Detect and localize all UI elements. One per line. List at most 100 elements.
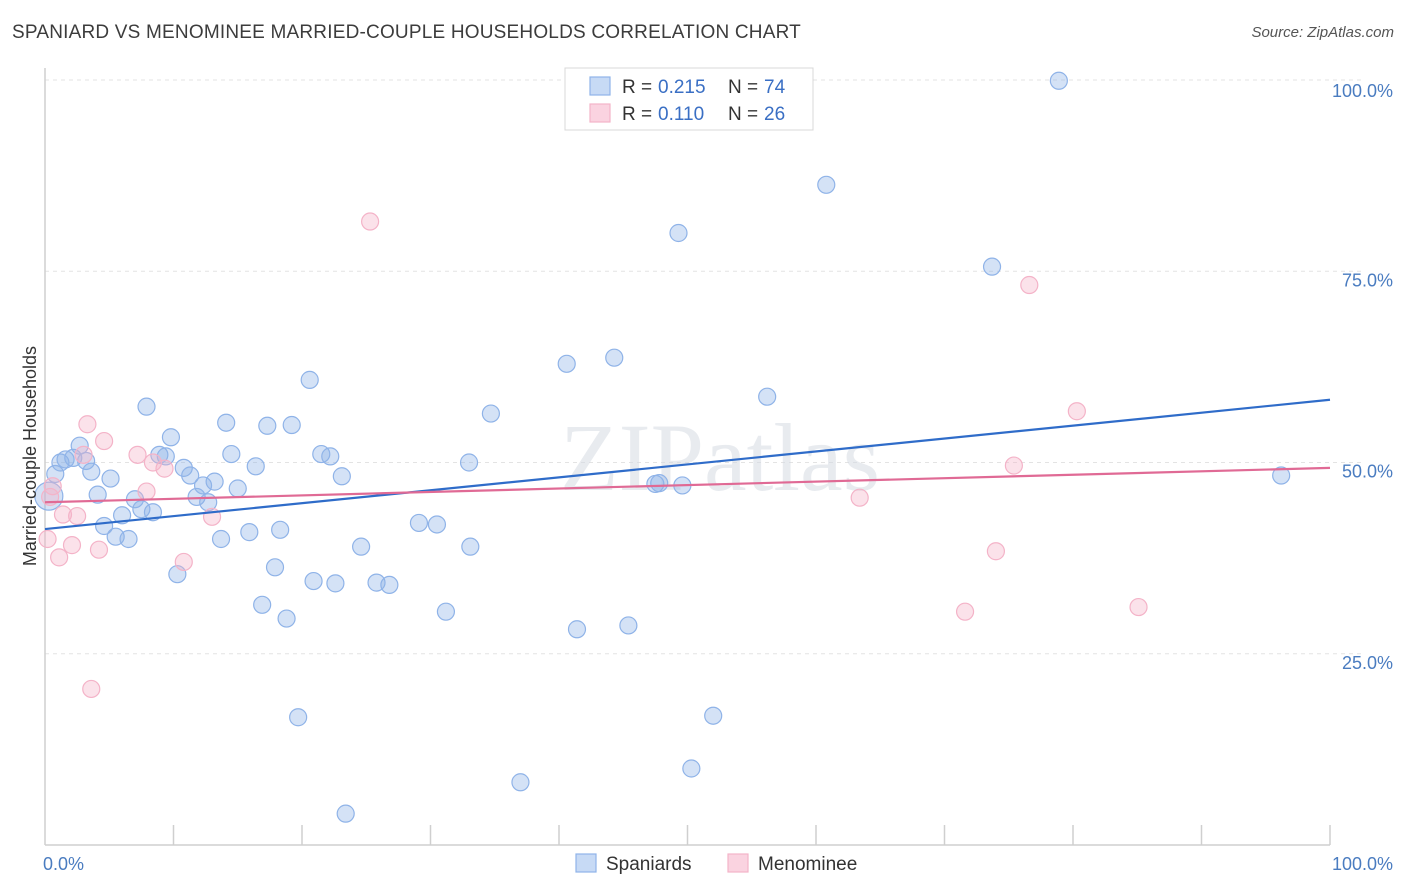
spaniards-point-38: [277, 609, 296, 628]
legend-n-label-menominee: N =: [728, 104, 758, 125]
watermark: ZIPatlas: [560, 404, 880, 511]
bottom-legend-swatch-spaniards: [575, 853, 597, 873]
menominee-point-11: [128, 445, 147, 464]
spaniards-point-53: [436, 602, 456, 621]
spaniards-point-61: [619, 616, 638, 635]
menominee-point-10: [95, 431, 114, 451]
spaniards-point-52: [427, 515, 447, 534]
spaniards-point-37: [271, 520, 290, 539]
menominee-point-17: [361, 212, 380, 231]
menominee-point-2: [50, 548, 69, 567]
x-tick-label-max: 100.0%: [1332, 854, 1393, 874]
spaniards-point-41: [300, 370, 319, 389]
spaniards-point-31: [228, 479, 247, 498]
spaniards-point-51: [409, 513, 429, 533]
legend-n-label-spaniards: N =: [728, 77, 758, 98]
y-tick-label-75: 75.0%: [1342, 270, 1393, 290]
chart-title: SPANIARD VS MENOMINEE MARRIED-COUPLE HOU…: [12, 22, 801, 43]
spaniards-point-42: [304, 571, 323, 591]
menominee-point-5: [68, 506, 87, 526]
spaniards-trend-line: [44, 398, 1331, 531]
legend-swatch-menominee: [589, 103, 611, 123]
spaniards-point-50: [380, 575, 399, 595]
spaniards-point-39: [282, 415, 301, 435]
menominee-point-0: [38, 529, 57, 549]
y-tick-label-25: 25.0%: [1342, 653, 1393, 673]
y-tick-labels: 25.0% 50.0% 75.0% 100.0%: [1332, 81, 1393, 673]
spaniards-point-46: [332, 467, 351, 486]
menominee-point-19: [955, 602, 975, 621]
legend-swatch-spaniards: [589, 76, 611, 96]
spaniards-point-10: [101, 469, 120, 488]
spaniards-point-32: [240, 523, 259, 542]
spaniards-point-48: [352, 537, 371, 556]
spaniards-point-17: [143, 503, 163, 522]
menominee-point-18: [850, 488, 869, 507]
spaniards-point-71: [1049, 71, 1068, 90]
spaniards-point-3: [56, 450, 75, 469]
menominee-point-12: [137, 482, 156, 501]
menominee-point-24: [1129, 597, 1148, 617]
menominee-point-15: [174, 552, 193, 572]
bottom-legend-swatch-menominee: [727, 853, 749, 873]
bottom-legend: Spaniards Menominee: [575, 853, 857, 875]
bottom-legend-label-spaniards: Spaniards: [606, 854, 692, 875]
menominee-point-13: [143, 453, 163, 472]
spaniards-point-44: [321, 447, 340, 466]
spaniards-point-36: [265, 558, 285, 577]
legend-n-value-menominee: 26: [764, 104, 785, 125]
legend-r-label-spaniards: R =: [622, 77, 652, 98]
trend-lines: [44, 398, 1331, 531]
legend-n-value-spaniards: 74: [764, 77, 786, 98]
spaniards-point-72: [1272, 466, 1291, 485]
spaniards-point-30: [222, 444, 241, 464]
spaniards-point-33: [246, 457, 265, 476]
menominee-point-1: [43, 477, 62, 496]
spaniards-point-60: [605, 348, 624, 367]
spaniards-point-8: [88, 485, 107, 504]
menominee-point-14: [155, 459, 174, 478]
spaniards-point-29: [217, 413, 236, 432]
spaniards-point-34: [253, 595, 272, 614]
spaniards-point-63: [650, 474, 669, 493]
menominee-point-6: [74, 445, 93, 464]
spaniards-point-25: [193, 476, 213, 495]
spaniards-point-68: [758, 387, 777, 406]
y-tick-label-100: 100.0%: [1332, 81, 1393, 101]
menominee-point-20: [986, 542, 1006, 561]
chart-source: Source: ZipAtlas.com: [1251, 24, 1394, 41]
spaniards-point-23: [181, 466, 200, 485]
spaniards-point-40: [289, 708, 308, 727]
spaniards-point-28: [211, 529, 231, 549]
spaniards-point-12: [112, 506, 132, 525]
legend-r-label-menominee: R =: [622, 104, 652, 125]
spaniards-point-64: [669, 223, 688, 243]
legend-r-value-menominee: 0.110: [658, 104, 704, 125]
x-ticks: [172, 825, 1331, 845]
spaniards-point-56: [481, 404, 500, 423]
legend-r-value-spaniards: 0.215: [658, 77, 706, 98]
series-menominee-points: [38, 212, 1148, 699]
x-tick-label-min: 0.0%: [43, 854, 84, 874]
spaniards-point-66: [682, 759, 701, 778]
menominee-point-8: [82, 679, 101, 699]
menominee-point-4: [62, 536, 82, 555]
y-tick-label-50: 50.0%: [1342, 462, 1393, 482]
spaniards-point-27: [205, 472, 224, 491]
menominee-point-22: [1020, 275, 1039, 295]
spaniards-point-58: [557, 354, 576, 373]
spaniards-point-47: [336, 804, 355, 823]
spaniards-point-16: [137, 397, 156, 416]
spaniards-point-45: [326, 574, 345, 593]
spaniards-point-67: [704, 706, 723, 725]
spaniards-point-35: [258, 416, 277, 435]
menominee-trend-line: [44, 466, 1331, 504]
spaniards-point-59: [567, 620, 587, 639]
y-axis-title: Married-couple Households: [20, 346, 40, 566]
spaniards-point-54: [459, 453, 479, 472]
spaniards-point-5: [70, 436, 89, 455]
series-spaniards-points: [34, 71, 1291, 823]
menominee-point-23: [1067, 402, 1086, 421]
spaniards-point-57: [511, 773, 530, 792]
menominee-point-3: [53, 505, 73, 524]
